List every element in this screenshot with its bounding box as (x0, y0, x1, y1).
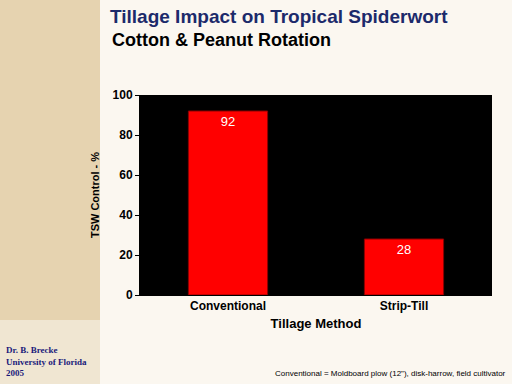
svg-text:92: 92 (221, 114, 235, 129)
svg-text:Conventional = Moldboard plow: Conventional = Moldboard plow (12"), dis… (275, 369, 506, 378)
svg-text:Strip-Till: Strip-Till (380, 299, 428, 313)
svg-text:Conventional: Conventional (190, 299, 266, 313)
svg-text:100: 100 (113, 88, 133, 102)
svg-text:0: 0 (126, 288, 133, 302)
svg-text:Tillage Impact on Tropical Spi: Tillage Impact on Tropical Spiderwort (110, 6, 448, 27)
svg-text:60: 60 (119, 168, 133, 182)
svg-text:TSW Control - %: TSW Control - % (89, 152, 101, 238)
svg-text:80: 80 (119, 128, 133, 142)
svg-text:Cotton & Peanut Rotation: Cotton & Peanut Rotation (112, 30, 331, 50)
svg-text:Tillage Method: Tillage Method (271, 316, 362, 331)
svg-text:28: 28 (397, 242, 411, 257)
svg-text:40: 40 (119, 208, 133, 222)
svg-text:Dr. B. BreckeUniversity of Flo: Dr. B. BreckeUniversity of Florida2005 (6, 345, 87, 378)
svg-text:20: 20 (119, 248, 133, 262)
